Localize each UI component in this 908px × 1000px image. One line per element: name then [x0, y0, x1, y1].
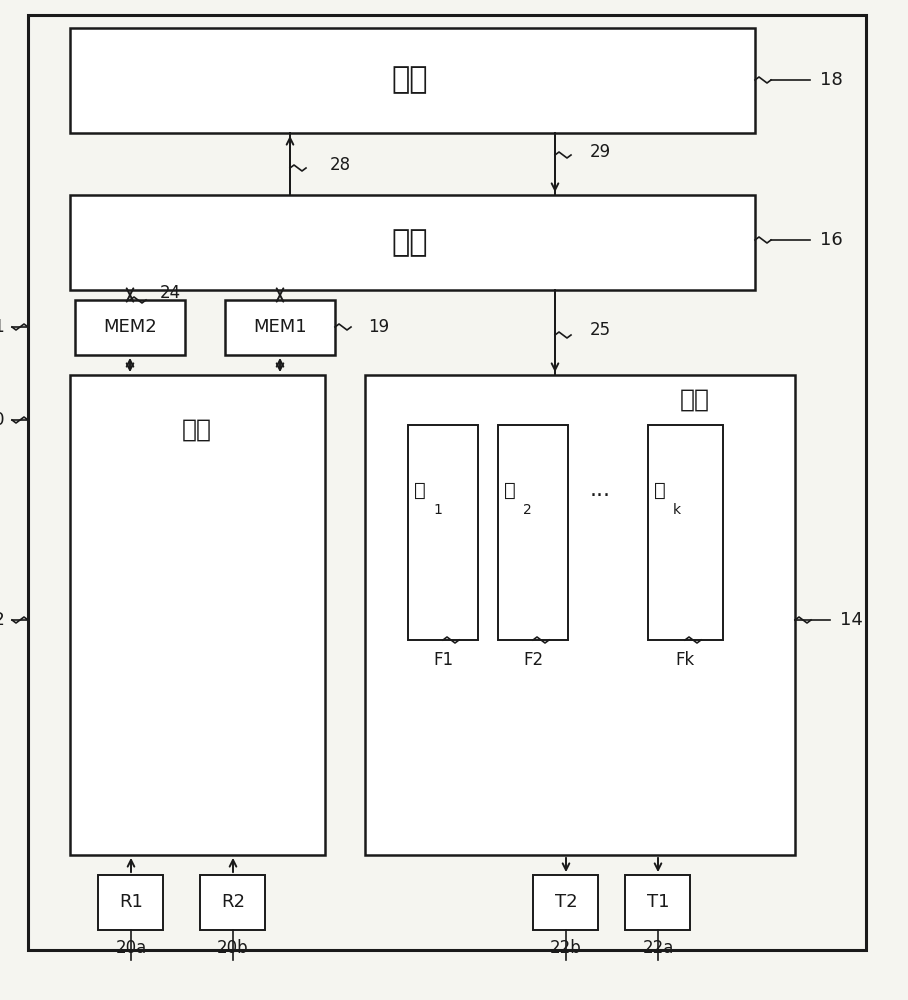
- Text: 2: 2: [523, 503, 532, 517]
- Text: 24: 24: [160, 284, 181, 302]
- Text: 20b: 20b: [217, 939, 249, 957]
- Text: 12: 12: [0, 611, 5, 629]
- Text: ...: ...: [589, 480, 610, 500]
- Text: 传送: 传送: [680, 388, 710, 412]
- Bar: [70, 195, 755, 290]
- Text: MEM1: MEM1: [253, 318, 307, 336]
- Bar: [225, 300, 335, 355]
- Text: 20a: 20a: [115, 939, 146, 957]
- Text: F1: F1: [433, 651, 453, 669]
- Text: 14: 14: [840, 611, 863, 629]
- Bar: [75, 300, 185, 355]
- Bar: [98, 875, 163, 930]
- Text: Fk: Fk: [676, 651, 695, 669]
- Text: 25: 25: [590, 321, 611, 339]
- Text: 1: 1: [433, 503, 442, 517]
- Text: 21: 21: [0, 318, 5, 336]
- Text: 22b: 22b: [550, 939, 582, 957]
- Text: 28: 28: [330, 156, 351, 174]
- Bar: [648, 425, 723, 640]
- Bar: [200, 875, 265, 930]
- Text: 29: 29: [590, 143, 611, 161]
- Text: 16: 16: [820, 231, 843, 249]
- Text: 队: 队: [504, 481, 516, 499]
- Bar: [365, 375, 795, 855]
- Text: 队: 队: [654, 481, 666, 499]
- Text: T2: T2: [555, 893, 577, 911]
- Text: 接收: 接收: [182, 418, 212, 442]
- Text: 22a: 22a: [642, 939, 674, 957]
- Bar: [533, 875, 598, 930]
- Text: 18: 18: [820, 71, 843, 89]
- Text: 10: 10: [0, 411, 5, 429]
- Text: 19: 19: [368, 318, 390, 336]
- Text: k: k: [673, 503, 681, 517]
- Bar: [498, 425, 568, 640]
- Text: 应用: 应用: [391, 66, 429, 95]
- Text: MEM2: MEM2: [104, 318, 157, 336]
- Bar: [408, 425, 478, 640]
- Bar: [70, 375, 325, 855]
- Bar: [70, 28, 755, 133]
- Text: F2: F2: [523, 651, 543, 669]
- Text: T1: T1: [646, 893, 669, 911]
- Text: R1: R1: [119, 893, 143, 911]
- Text: 队: 队: [414, 481, 426, 499]
- Text: R2: R2: [221, 893, 245, 911]
- Text: 筛选: 筛选: [391, 229, 429, 257]
- Bar: [625, 875, 690, 930]
